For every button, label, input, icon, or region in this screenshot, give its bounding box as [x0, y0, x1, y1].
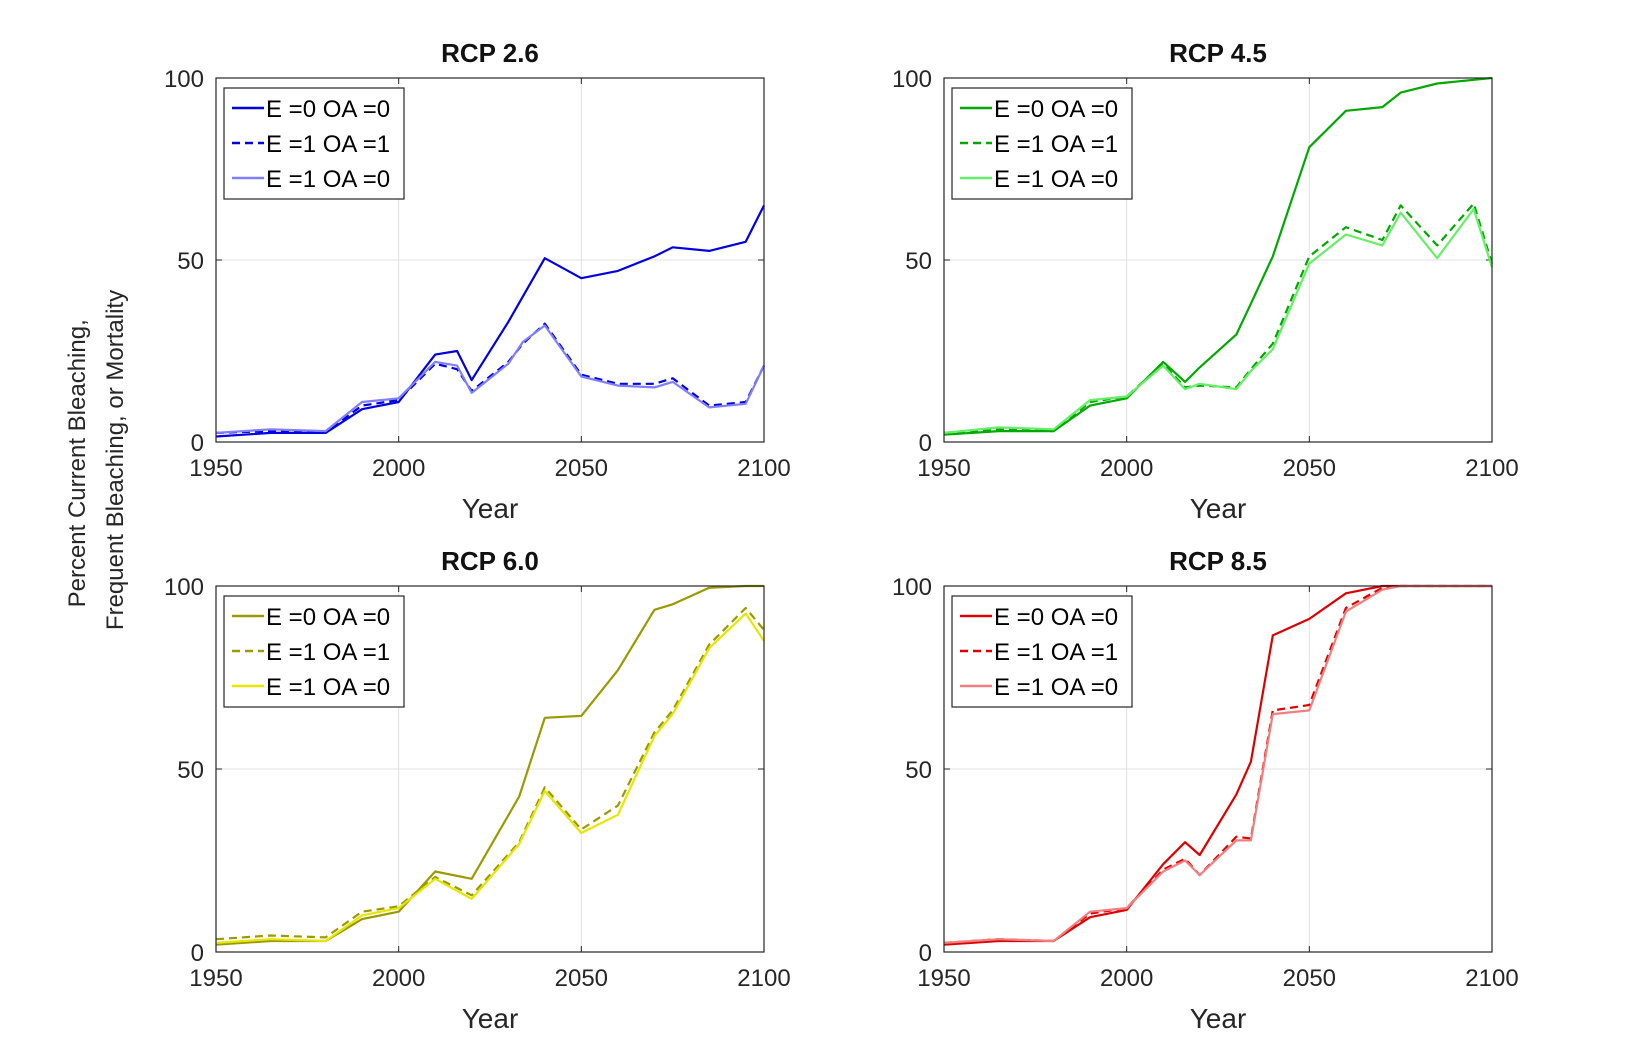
x-tick-label: 2100 — [1465, 965, 1518, 992]
y-tick-label: 0 — [191, 430, 204, 457]
subplot-2: 1950 2000 2050 2100 0 50 100 RCP 4.5 Year E =0 OA… — [892, 38, 1519, 524]
y-tick-label: 100 — [164, 66, 204, 93]
x-tick-label: 2050 — [555, 455, 608, 482]
legend-label: E =1 OA =0 — [266, 674, 390, 701]
x-tick-label: 1950 — [917, 965, 970, 992]
y-tick-label: 50 — [177, 248, 204, 275]
legend: E =0 OA =0 E =1 OA =1 E =1 OA =0 — [223, 87, 405, 200]
subplot-grid: 1950 2000 2050 2100 0 50 100 RCP 2.6 Year E =0 OA… — [164, 38, 1519, 1034]
series-line-1 — [943, 76, 1493, 436]
x-tick-label: 2000 — [372, 965, 425, 992]
series-line-1 — [215, 204, 765, 438]
legend-label: E =1 OA =1 — [994, 131, 1118, 158]
x-tick-label: 2050 — [1283, 965, 1336, 992]
shared-y-axis-label: Percent Current Bleaching, Frequent Blea… — [64, 290, 129, 630]
legend-label: E =1 OA =1 — [994, 639, 1118, 666]
x-tick-label: 1950 — [917, 455, 970, 482]
legend-box — [951, 87, 1133, 200]
x-tick-label: 2000 — [1100, 965, 1153, 992]
y-tick-label: 100 — [892, 66, 932, 93]
y-tick-label: 0 — [919, 430, 932, 457]
axes-box — [215, 585, 765, 953]
shared-y-axis-label-line-1: Percent Current Bleaching, — [64, 319, 91, 607]
x-axis-label: Year — [462, 493, 519, 524]
subplot-1: 1950 2000 2050 2100 0 50 100 RCP 2.6 Year E =0 OA… — [164, 38, 791, 524]
legend-box — [223, 87, 405, 200]
subplot-4: 1950 2000 2050 2100 0 50 100 RCP 8.5 Year E =0 OA… — [892, 546, 1519, 1034]
x-tick-label: 2100 — [1465, 455, 1518, 482]
y-tick-label: 50 — [905, 248, 932, 275]
legend: E =0 OA =0 E =1 OA =1 E =1 OA =0 — [223, 595, 405, 708]
y-tick-label: 100 — [892, 574, 932, 601]
subplot-3: 1950 2000 2050 2100 0 50 100 RCP 6.0 Year E =0 OA… — [164, 546, 791, 1034]
subplot-title: RCP 2.6 — [441, 38, 539, 68]
x-axis-label: Year — [1190, 1003, 1247, 1034]
x-tick-label: 2000 — [372, 455, 425, 482]
legend-label: E =0 OA =0 — [994, 604, 1118, 631]
axes-box — [215, 77, 765, 443]
legend-label: E =1 OA =0 — [266, 166, 390, 193]
x-tick-label: 2000 — [1100, 455, 1153, 482]
series-line-2 — [943, 584, 1492, 944]
series-line-3 — [943, 207, 1494, 434]
legend: E =0 OA =0 E =1 OA =1 E =1 OA =0 — [951, 595, 1133, 708]
subplot-title: RCP 8.5 — [1169, 546, 1267, 576]
legend-label: E =1 OA =0 — [994, 166, 1118, 193]
series-line-2 — [943, 202, 1494, 434]
legend-label: E =1 OA =1 — [266, 131, 390, 158]
y-tick-label: 0 — [191, 940, 204, 967]
y-tick-label: 100 — [164, 574, 204, 601]
series-line-2 — [215, 606, 765, 941]
series-line-3 — [215, 612, 765, 944]
series-line-1 — [215, 584, 764, 946]
x-tick-label: 1950 — [189, 455, 242, 482]
x-tick-label: 2100 — [737, 455, 790, 482]
x-tick-label: 2050 — [1283, 455, 1336, 482]
x-axis-label: Year — [462, 1003, 519, 1034]
legend-box — [951, 595, 1133, 708]
legend: E =0 OA =0 E =1 OA =1 E =1 OA =0 — [951, 87, 1133, 200]
series-line-2 — [215, 322, 765, 434]
legend-label: E =0 OA =0 — [266, 604, 390, 631]
legend-box — [223, 595, 405, 708]
y-tick-label: 50 — [905, 757, 932, 784]
subplot-title: RCP 6.0 — [441, 546, 539, 576]
axes-box — [943, 77, 1493, 443]
legend-label: E =1 OA =0 — [994, 674, 1118, 701]
x-tick-label: 1950 — [189, 965, 242, 992]
axes-box — [943, 585, 1493, 953]
x-tick-label: 2100 — [737, 965, 790, 992]
y-tick-label: 0 — [919, 940, 932, 967]
x-tick-label: 2050 — [555, 965, 608, 992]
legend-label: E =0 OA =0 — [266, 96, 390, 123]
subplot-title: RCP 4.5 — [1169, 38, 1267, 68]
series-line-3 — [943, 584, 1492, 944]
legend-label: E =0 OA =0 — [994, 96, 1118, 123]
x-axis-label: Year — [1190, 493, 1247, 524]
shared-y-axis-label-line-2: Frequent Bleaching, or Mortality — [102, 290, 129, 630]
series-line-3 — [215, 324, 765, 434]
y-tick-label: 50 — [177, 757, 204, 784]
legend-label: E =1 OA =1 — [266, 639, 390, 666]
